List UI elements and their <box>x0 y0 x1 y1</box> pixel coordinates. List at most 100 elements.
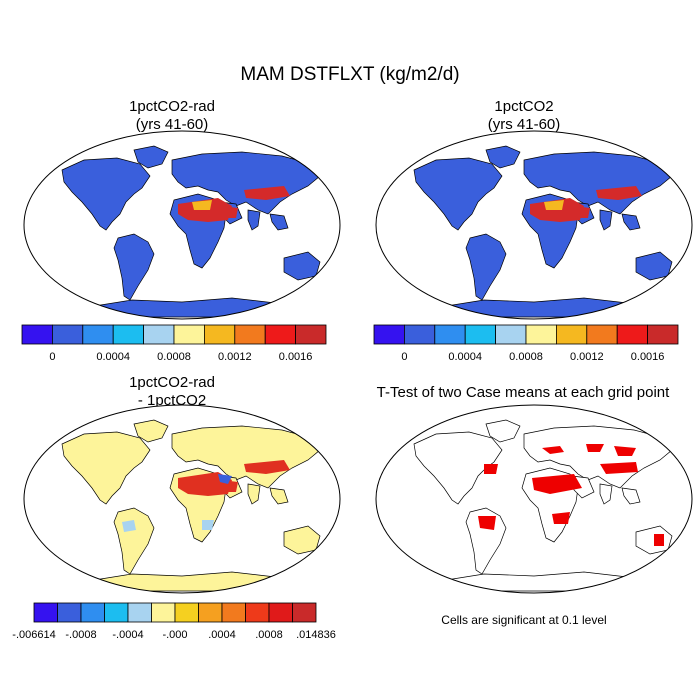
colorbar-swatch <box>295 324 327 345</box>
difference-patch <box>122 520 136 532</box>
colorbar-swatch <box>525 324 557 345</box>
colorbar-tick-label: 0 <box>49 351 55 363</box>
panel-title-line1: T-Test of two Case means at each grid po… <box>376 384 670 401</box>
significant-cells <box>542 446 564 454</box>
panel-title-top-right: 1pctCO2 (yrs 41-60) <box>374 98 674 134</box>
difference-hotspot <box>244 460 290 474</box>
colorbar-tick-label: 0.0008 <box>509 351 543 363</box>
difference-patch <box>202 520 214 530</box>
panel-title-line1: 1pctCO2 <box>494 98 554 115</box>
significant-cells <box>654 534 664 546</box>
continent-seasia <box>269 213 289 231</box>
colorbar-tick-label: 0 <box>401 351 407 363</box>
map-border <box>375 130 693 320</box>
colorbar-swatch <box>21 324 53 345</box>
colorbar-swatch <box>51 324 84 345</box>
colorbar-swatch <box>221 602 246 623</box>
colorbar-tick-label: -.000 <box>162 629 187 641</box>
map-border <box>23 404 341 594</box>
colorbar-swatch <box>245 602 270 623</box>
colorbar-swatch <box>198 602 223 623</box>
continent-greenland <box>133 419 169 443</box>
significant-cells <box>586 444 604 452</box>
colorbar-tick-label: 0.0012 <box>218 351 252 363</box>
continent-namerica <box>61 431 151 505</box>
significant-cells <box>478 516 496 530</box>
continent-samerica <box>465 507 507 575</box>
colorbar-swatch <box>104 602 129 623</box>
colorbar-swatch <box>33 602 58 623</box>
continent-seasia <box>621 213 641 231</box>
continent-greenland <box>485 419 521 443</box>
continent-namerica <box>61 157 151 231</box>
continent-samerica <box>465 233 507 301</box>
dust-hotspot <box>596 186 642 200</box>
colorbar-swatch <box>403 324 436 345</box>
continent-eurasia <box>523 425 673 489</box>
colorbar-swatch <box>57 602 82 623</box>
colorbar-swatch <box>82 324 114 345</box>
panel-title-bottom-right: T-Test of two Case means at each grid po… <box>346 384 700 402</box>
colorbar-swatch <box>151 602 176 623</box>
continent-greenland <box>133 145 169 169</box>
continent-india <box>599 483 613 505</box>
colorbar-swatch <box>586 324 618 345</box>
colorbar-swatch <box>127 602 152 623</box>
colorbar-swatch <box>464 324 496 345</box>
colorbar-swatch <box>112 324 144 345</box>
continent-india <box>247 483 261 505</box>
colorbar-tick-label: .0004 <box>208 629 236 641</box>
colorbar-swatch <box>292 602 317 623</box>
colorbar-tick-label: -.0004 <box>112 629 143 641</box>
panel-title-line2: (yrs 41-60) <box>135 116 209 133</box>
significant-cells <box>600 462 638 474</box>
continent-greenland <box>485 145 521 169</box>
dust-hotspot <box>574 206 590 218</box>
colorbar-swatch <box>434 324 466 345</box>
continent-seasia <box>269 487 289 505</box>
colorbar-swatch <box>174 602 199 623</box>
colorbar-tick-label: -.0008 <box>65 629 96 641</box>
map-border <box>23 130 341 320</box>
dust-hotspot <box>244 186 290 200</box>
continent-eurasia <box>171 425 321 489</box>
colorbar-swatch <box>264 324 296 345</box>
colorbar-tick-label: 0.0016 <box>279 351 313 363</box>
map-top-right <box>375 130 693 320</box>
difference-hotspot <box>178 472 232 496</box>
difference-negative <box>218 474 232 484</box>
colorbar-swatch <box>173 324 205 345</box>
map-top-left <box>23 130 341 320</box>
dust-hotspot-core <box>192 200 212 210</box>
colorbar-swatch <box>495 324 527 345</box>
panel-title-line1: 1pctCO2-rad <box>129 374 215 391</box>
significant-cells <box>532 474 582 494</box>
colorbar-top-right: 0 0.0004 0.0008 0.0012 0.0016 <box>373 324 679 363</box>
colorbar-tick-label: 0.0004 <box>448 351 482 363</box>
continent-namerica <box>413 431 503 505</box>
colorbar-tick-label: 0.0004 <box>96 351 130 363</box>
colorbar-swatch <box>616 324 648 345</box>
continent-eurasia <box>523 151 673 215</box>
continent-namerica <box>413 157 503 231</box>
continent-eurasia <box>171 151 321 215</box>
map-bottom-left <box>23 404 341 594</box>
significant-cells <box>552 512 570 524</box>
colorbar-swatch <box>555 324 588 345</box>
colorbar-tick-label: 0.0008 <box>157 351 191 363</box>
map-bottom-right <box>375 404 693 594</box>
continent-india <box>599 209 613 231</box>
colorbar-tick-label: 0.0012 <box>570 351 604 363</box>
continent-samerica <box>113 233 155 301</box>
continent-seasia <box>621 487 641 505</box>
colorbar-tick-label: 0.0016 <box>631 351 665 363</box>
panel-title-top-left: 1pctCO2-rad (yrs 41-60) <box>22 98 322 134</box>
colorbar-tick-label: .0008 <box>255 629 283 641</box>
colorbar-swatch <box>234 324 266 345</box>
colorbar-swatch <box>80 602 105 623</box>
significant-cells <box>484 464 498 474</box>
figure-title: MAM DSTFLXT (kg/m2/d) <box>240 64 460 85</box>
colorbar-swatch <box>268 602 293 623</box>
significant-cells <box>614 446 636 456</box>
